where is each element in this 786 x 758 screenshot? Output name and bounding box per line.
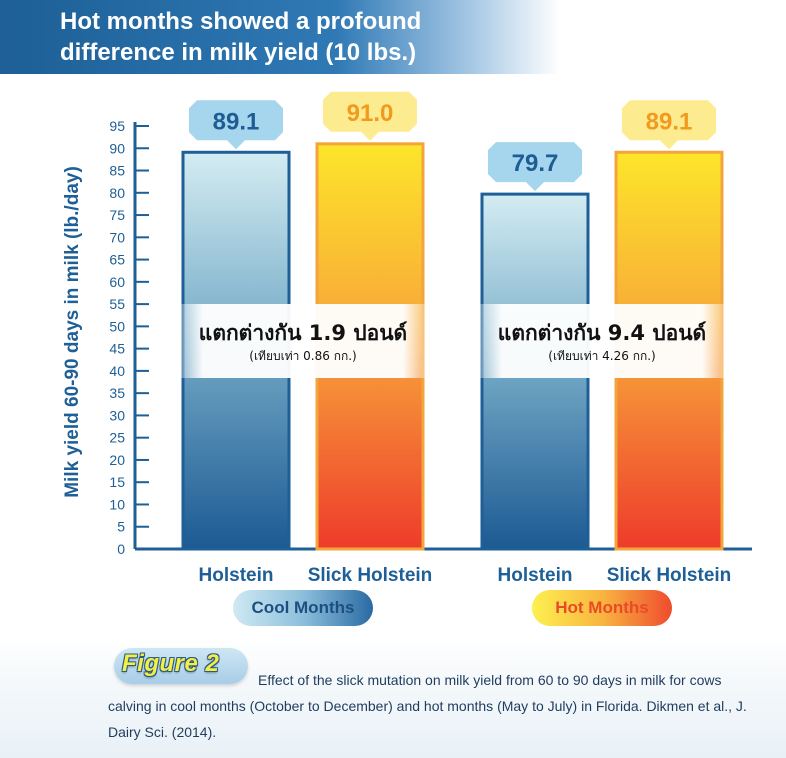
group-pill	[532, 590, 672, 626]
y-tick-label: 10	[109, 496, 125, 512]
y-tick-label: 60	[109, 274, 125, 290]
value-label-bubble	[189, 100, 283, 150]
bar-chart: 0 5 10 15 20 25 30 35 40 45 50 55 60 65 70 75 80 85 90 95 8…	[62, 91, 752, 626]
y-tick-label: 65	[109, 252, 125, 268]
group-pill	[233, 590, 373, 626]
difference-subtext: (เทียบเท่า 4.26 กก.)	[548, 349, 655, 363]
y-tick-label: 50	[109, 318, 125, 334]
y-tick-label: 35	[109, 385, 125, 401]
difference-text: แตกต่างกัน 1.9 ปอนด์	[199, 321, 407, 345]
y-tick-label: 45	[109, 341, 125, 357]
y-tick-label: 0	[117, 541, 125, 557]
value-label: 79.7	[512, 150, 559, 177]
value-labels-layer: 89.1 91.0 79.7 89.1	[189, 91, 716, 192]
group-label: Cool Months	[252, 598, 355, 617]
value-label-bubble	[488, 142, 582, 192]
value-label: 91.0	[347, 100, 394, 127]
value-label: 89.1	[646, 108, 693, 135]
difference-text: แตกต่างกัน 9.4 ปอนด์	[498, 321, 706, 345]
chart-title: Hot months showed a profound difference …	[60, 6, 540, 68]
y-tick-label: 5	[117, 519, 125, 535]
y-tick-label: 40	[109, 363, 125, 379]
value-label-bubble	[323, 91, 417, 141]
chart-title-line-2: difference in milk yield (10 lbs.)	[60, 39, 417, 66]
category-label: Holstein	[498, 565, 573, 586]
value-label-bubble	[622, 100, 716, 150]
figure-caption: Effect of the slick mutation on milk yie…	[108, 672, 747, 740]
y-tick-label: 90	[109, 140, 125, 156]
y-tick-label: 85	[109, 163, 125, 179]
y-tick-label: 75	[109, 207, 125, 223]
y-tick-label: 80	[109, 185, 125, 201]
y-tick-label: 55	[109, 296, 125, 312]
y-tick-label: 15	[109, 474, 125, 490]
y-tick-label: 25	[109, 430, 125, 446]
category-labels-layer: Holstein Slick Holstein Holstein Slick Hols…	[199, 565, 732, 586]
group-label: Hot Months	[555, 598, 648, 617]
y-axis-title: Milk yield 60-90 days in milk (lb./day)	[62, 166, 83, 498]
y-tick-label: 95	[109, 118, 125, 134]
difference-subtext: (เทียบเท่า 0.86 กก.)	[249, 349, 356, 363]
title-band	[0, 0, 560, 74]
figure-badge	[114, 648, 248, 684]
chart-title-line-1: Hot months showed a profound	[60, 8, 422, 35]
category-label: Slick Holstein	[308, 565, 433, 586]
category-label: Holstein	[199, 565, 274, 586]
figure-label: Figure 2	[122, 650, 220, 677]
difference-band	[171, 304, 435, 378]
category-label: Slick Holstein	[607, 565, 732, 586]
group-labels-layer: Cool Months Hot Months	[233, 590, 672, 626]
difference-band	[470, 304, 734, 378]
y-tick-label: 20	[109, 452, 125, 468]
y-tick-label: 70	[109, 229, 125, 245]
y-tick-label: 30	[109, 407, 125, 423]
difference-bands-layer: แตกต่างกัน 1.9 ปอนด์ (เทียบเท่า 0.86 กก.)…	[171, 304, 734, 378]
value-label: 89.1	[213, 108, 260, 135]
